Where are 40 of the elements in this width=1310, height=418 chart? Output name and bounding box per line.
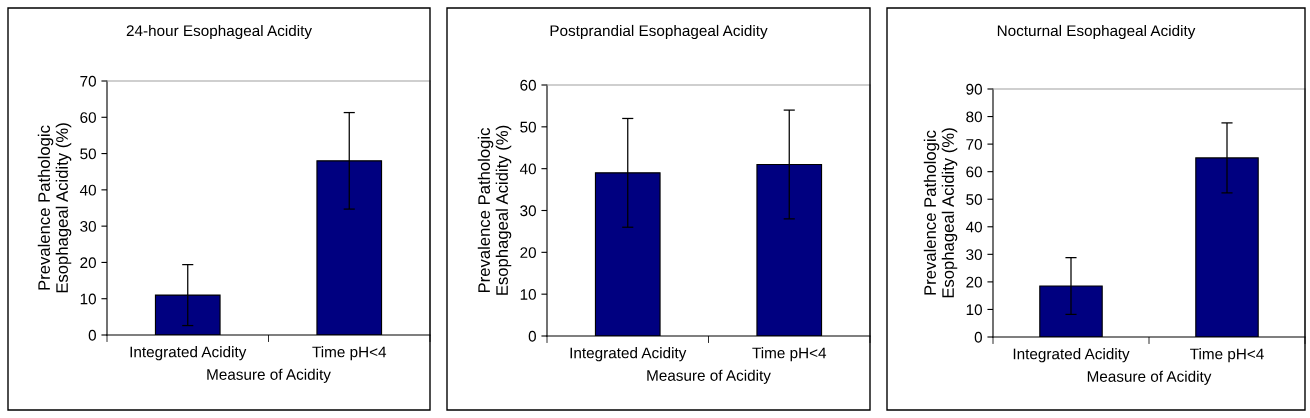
chart-title: 24-hour Esophageal Acidity bbox=[126, 24, 312, 40]
y-tick-label: 80 bbox=[966, 111, 982, 123]
x-tick-label: Time pH<4 bbox=[752, 347, 827, 362]
y-tick-label: 0 bbox=[974, 331, 982, 343]
y-tick-label: 50 bbox=[80, 148, 96, 160]
y-axis-title: Prevalence Pathologic Esophageal Acidity (%) bbox=[477, 125, 512, 295]
y-tick-label: 60 bbox=[80, 112, 96, 123]
y-tick-label: 30 bbox=[966, 249, 982, 261]
y-tick-label: 40 bbox=[965, 221, 982, 233]
y-tick-label: 70 bbox=[966, 138, 982, 150]
chart-title: Nocturnal Esophageal Acidity bbox=[997, 24, 1196, 40]
y-tick-label: 20 bbox=[966, 276, 982, 288]
y-axis-title: Prevalence Pathologic Esophageal Acidity (%) bbox=[923, 128, 958, 298]
y-tick-label: 50 bbox=[966, 194, 982, 205]
y-tick-label: 60 bbox=[966, 166, 982, 178]
y-tick-label: 20 bbox=[80, 257, 96, 269]
x-axis-title: Measure of Acidity bbox=[207, 368, 331, 383]
y-tick-label: 10 bbox=[520, 289, 536, 300]
x-axis-title: Measure of Acidity bbox=[647, 369, 771, 384]
y-tick-label: 20 bbox=[520, 247, 536, 259]
y-tick-label: 60 bbox=[520, 79, 536, 91]
y-tick-label: 0 bbox=[88, 329, 96, 341]
y-tick-label: 10 bbox=[80, 293, 96, 305]
y-tick-label: 50 bbox=[520, 121, 536, 133]
y-tick-label: 70 bbox=[80, 75, 96, 87]
y-tick-label: 40 bbox=[79, 184, 96, 196]
y-tick-label: 30 bbox=[80, 221, 96, 232]
y-tick-label: 90 bbox=[966, 83, 982, 95]
x-tick-label: Integrated Acidity bbox=[570, 347, 687, 362]
y-axis-title: Prevalence Pathologic Esophageal Acidity (%) bbox=[37, 123, 72, 293]
x-tick-label: Time pH<4 bbox=[1190, 348, 1264, 363]
y-tick-label: 30 bbox=[520, 205, 536, 217]
x-tick-label: Integrated Acidity bbox=[1013, 348, 1130, 363]
x-tick-label: Integrated Acidity bbox=[130, 346, 247, 361]
x-tick-label: Time pH<4 bbox=[312, 346, 387, 361]
x-axis-title: Measure of Acidity bbox=[1087, 370, 1212, 385]
y-tick-label: 10 bbox=[966, 304, 982, 316]
y-tick-label: 40 bbox=[519, 163, 536, 175]
y-tick-label: 0 bbox=[528, 330, 536, 342]
chart-title: Postprandial Esophageal Acidity bbox=[550, 24, 768, 40]
